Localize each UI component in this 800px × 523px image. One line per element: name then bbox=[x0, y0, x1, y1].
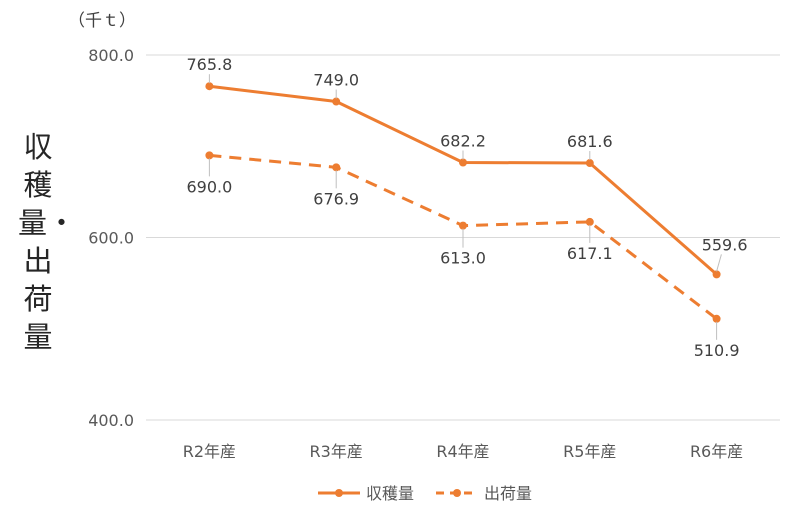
data-point bbox=[585, 217, 594, 226]
data-label: 749.0 bbox=[313, 71, 359, 90]
label-leader bbox=[716, 254, 722, 272]
data-point bbox=[459, 221, 467, 230]
x-tick-label: R4年産 bbox=[436, 442, 489, 461]
data-label: 690.0 bbox=[186, 177, 232, 196]
data-point bbox=[459, 158, 467, 167]
data-label: 765.8 bbox=[186, 55, 232, 74]
data-label: 681.6 bbox=[567, 132, 613, 151]
x-tick-label: R6年産 bbox=[690, 442, 743, 461]
legend-marker bbox=[453, 489, 461, 497]
data-point bbox=[585, 159, 594, 168]
data-point bbox=[712, 270, 721, 279]
data-point bbox=[332, 163, 341, 172]
x-tick-label: R3年産 bbox=[310, 442, 363, 461]
unit-label: （千ｔ） bbox=[68, 11, 136, 31]
data-label: 676.9 bbox=[313, 189, 359, 208]
y-tick-label: 600.0 bbox=[88, 229, 134, 248]
legend-label: 出荷量 bbox=[484, 484, 532, 503]
data-point bbox=[205, 82, 214, 91]
data-label: 510.9 bbox=[694, 341, 740, 360]
legend-marker bbox=[335, 489, 343, 497]
x-tick-label: R2年産 bbox=[183, 442, 236, 461]
data-point bbox=[712, 314, 721, 323]
y-tick-label: 400.0 bbox=[88, 411, 134, 430]
y-tick-label: 800.0 bbox=[88, 46, 134, 65]
data-label: 559.6 bbox=[702, 235, 748, 254]
data-label: 613.0 bbox=[440, 249, 486, 268]
x-tick-label: R5年産 bbox=[563, 442, 616, 461]
data-point bbox=[205, 151, 214, 160]
data-label: 617.1 bbox=[567, 244, 613, 263]
data-point bbox=[332, 97, 341, 106]
data-label: 682.2 bbox=[440, 131, 486, 150]
legend-label: 収穫量 bbox=[366, 484, 414, 503]
